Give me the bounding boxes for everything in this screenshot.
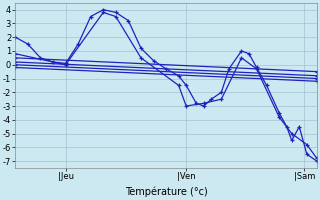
X-axis label: Température (°c): Température (°c) [125, 187, 207, 197]
